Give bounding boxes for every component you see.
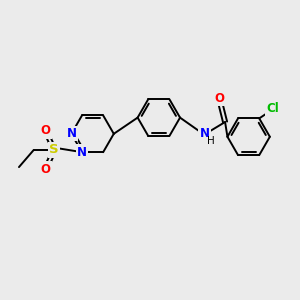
Text: O: O xyxy=(214,92,224,105)
Text: N: N xyxy=(200,127,209,140)
Text: N: N xyxy=(66,127,76,140)
Text: O: O xyxy=(40,163,50,176)
Text: Cl: Cl xyxy=(266,102,279,115)
Text: N: N xyxy=(77,146,87,159)
Text: O: O xyxy=(40,124,50,137)
Text: S: S xyxy=(50,143,59,157)
Text: H: H xyxy=(207,136,215,146)
